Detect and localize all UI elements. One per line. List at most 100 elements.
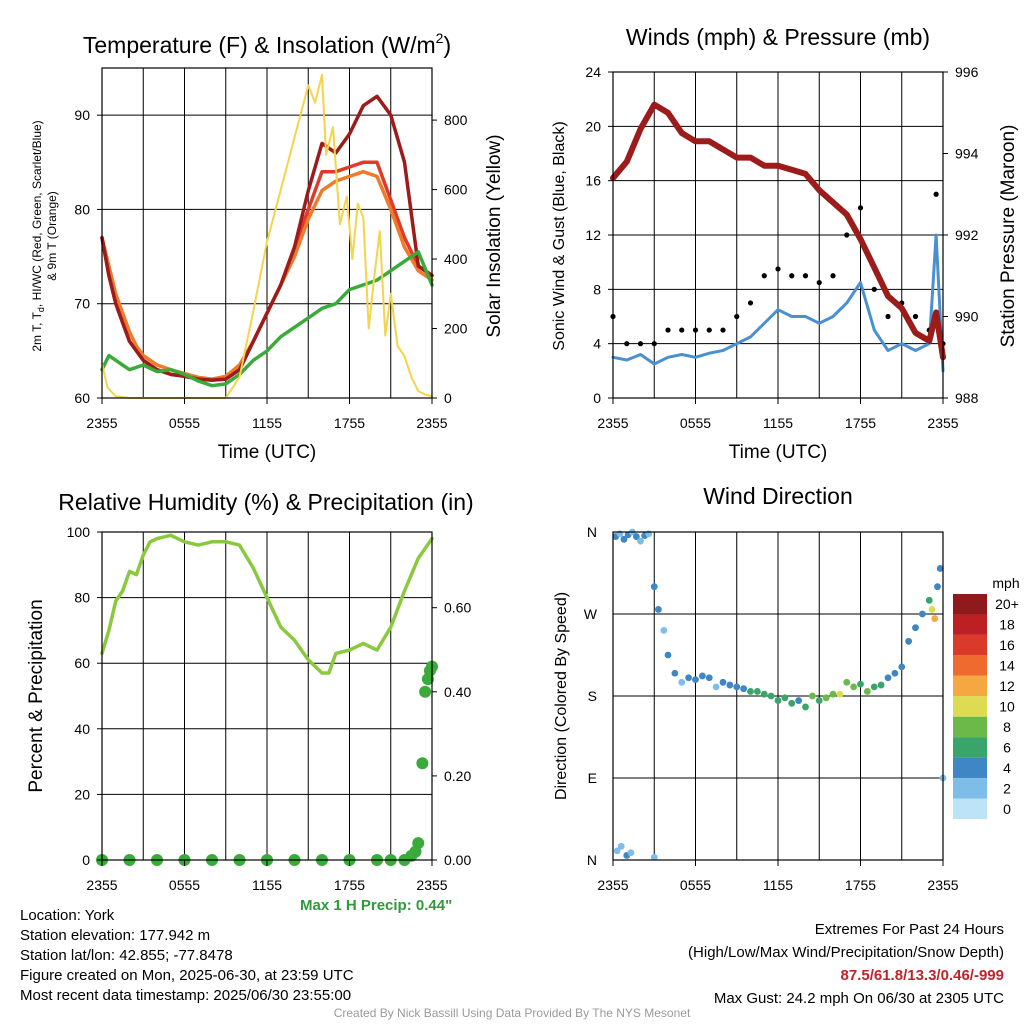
colorbar-label: 18 xyxy=(999,617,1015,633)
winds-ytick-label: 16 xyxy=(585,173,601,189)
direction-xtick-label: 1755 xyxy=(845,877,876,893)
humidity-ytick-label: 20 xyxy=(74,786,90,802)
max-precip-label: Max 1 H Precip: 0.44" xyxy=(300,897,453,914)
temperature-xtick-label: 2355 xyxy=(86,415,117,431)
direction-point xyxy=(632,533,640,540)
direction-point xyxy=(857,680,864,688)
speed-colorbar: 20+ 18 16 14 12 10 8 6 4 2 0 xyxy=(953,594,1019,819)
temperature-ytick-label: 70 xyxy=(74,296,90,312)
humidity-ytick-label: 0 xyxy=(82,852,90,868)
direction-point xyxy=(637,537,644,545)
winds-panel-title: Winds (mph) & Pressure (mb) xyxy=(626,24,930,50)
temperature-panel-title: Temperature (F) & Insolation (W/m2) xyxy=(83,30,451,58)
direction-point xyxy=(767,692,775,700)
direction-point xyxy=(912,624,919,632)
winds-y2tick-label: 988 xyxy=(955,390,979,406)
location-text: Location: York xyxy=(20,907,115,924)
extremes-title: Extremes For Past 24 Hours xyxy=(814,921,1004,938)
tick-label-layer: 2355 0555 1155 1755 235560708090020040060080… xyxy=(67,64,979,893)
direction-point xyxy=(698,672,706,680)
colorbar-swatch xyxy=(953,614,987,635)
direction-point xyxy=(850,683,858,691)
colorbar-swatch xyxy=(953,655,987,676)
winds-ytick-label: 8 xyxy=(593,281,601,297)
direction-point xyxy=(726,681,734,689)
direction-ytick-label: N xyxy=(587,524,597,540)
direction-point xyxy=(877,681,885,689)
temperature-y2tick-label: 0 xyxy=(444,390,452,406)
humidity-y2tick-label: 0.40 xyxy=(444,684,471,700)
grid-layer xyxy=(102,68,943,860)
humidity-xtick-label: 0555 xyxy=(169,877,200,893)
temperature-series-line xyxy=(100,169,434,381)
direction-point xyxy=(747,688,754,695)
direction-point xyxy=(795,697,803,704)
colorbar-swatch xyxy=(953,675,987,697)
humidity-panel-title: Relative Humidity (%) & Precipitation (i… xyxy=(58,489,473,515)
direction-point xyxy=(822,694,830,702)
extremes-description: (High/Low/Max Wind/Precipitation/Snow De… xyxy=(688,944,1004,961)
wind-gust-point xyxy=(720,327,726,333)
direction-point xyxy=(760,690,768,698)
direction-point xyxy=(620,535,628,543)
wind-gust-point xyxy=(761,273,767,279)
wind-gust-point xyxy=(734,313,740,320)
winds-series-line xyxy=(611,233,945,373)
direction-panel-title: Wind Direction xyxy=(703,483,853,509)
winds-xtick-label: 1755 xyxy=(845,415,876,431)
direction-point xyxy=(884,674,892,682)
direction-point xyxy=(692,676,699,683)
winds-ytick-label: 4 xyxy=(593,336,601,352)
direction-point xyxy=(788,699,796,707)
colorbar-label: 6 xyxy=(1003,739,1011,755)
direction-point xyxy=(685,674,693,682)
winds-xlabel: Time (UTC) xyxy=(729,442,828,463)
wind-gust-point xyxy=(706,327,712,333)
winds-xtick-label: 2355 xyxy=(927,415,958,431)
direction-point xyxy=(829,690,837,698)
direction-xtick-label: 2355 xyxy=(597,877,628,893)
winds-xtick-label: 2355 xyxy=(597,415,628,431)
direction-point xyxy=(870,683,878,691)
wind-gust-point xyxy=(747,300,754,306)
winds-y2tick-label: 992 xyxy=(955,227,979,243)
temperature-y2tick-label: 800 xyxy=(444,112,468,128)
direction-point xyxy=(836,690,844,698)
direction-point xyxy=(843,678,851,686)
max-gust-text: Max Gust: 24.2 mph On 06/30 at 2305 UTC xyxy=(713,990,1004,1007)
temperature-xtick-label: 0555 xyxy=(169,415,200,431)
direction-xtick-label: 2355 xyxy=(927,877,958,893)
temperature-y2label: Solar Insolation (Yellow) xyxy=(484,134,505,337)
created-text: Figure created on Mon, 2025-06-30, at 23… xyxy=(20,967,354,984)
elevation-text: Station elevation: 177.942 m xyxy=(20,927,211,944)
wind-gust-point xyxy=(912,313,919,320)
direction-ylabel: Direction (Colored By Speed) xyxy=(553,592,570,800)
direction-point xyxy=(650,583,658,591)
humidity-y2tick-label: 0.00 xyxy=(444,852,471,868)
temperature-xlabel: Time (UTC) xyxy=(218,442,317,463)
direction-point xyxy=(918,610,926,618)
wind-gust-point xyxy=(789,273,795,279)
precip-point xyxy=(412,837,425,850)
winds-y2label: Station Pressure (Maroon) xyxy=(998,125,1019,348)
direction-point xyxy=(863,688,871,695)
temperature-ylabel: 2m T, Td, HI/WC (Red, Green, Scarlet/Blu… xyxy=(30,120,46,351)
humidity-ytick-label: 80 xyxy=(74,590,90,606)
extremes-info: Extremes For Past 24 Hours (High/Low/Max… xyxy=(688,918,1004,1010)
direction-ytick-label: S xyxy=(588,688,597,704)
colorbar-label: 16 xyxy=(999,637,1015,653)
winds-series-line xyxy=(610,101,946,361)
wind-gust-point xyxy=(830,273,836,279)
colorbar-swatch xyxy=(953,594,987,615)
humidity-xtick-label: 1155 xyxy=(252,877,282,893)
wind-gust-point xyxy=(885,313,891,320)
colorbar-swatch xyxy=(953,798,987,819)
wind-gust-point xyxy=(844,232,850,238)
direction-point xyxy=(925,596,933,604)
temperature-y2tick-label: 200 xyxy=(444,321,468,337)
direction-point xyxy=(705,674,713,682)
winds-ytick-label: 20 xyxy=(585,118,601,134)
extremes-values: 87.5/61.8/13.3/0.46/-999 xyxy=(840,967,1004,984)
temperature-ytick-label: 80 xyxy=(74,201,90,217)
winds-xtick-label: 0555 xyxy=(680,415,711,431)
